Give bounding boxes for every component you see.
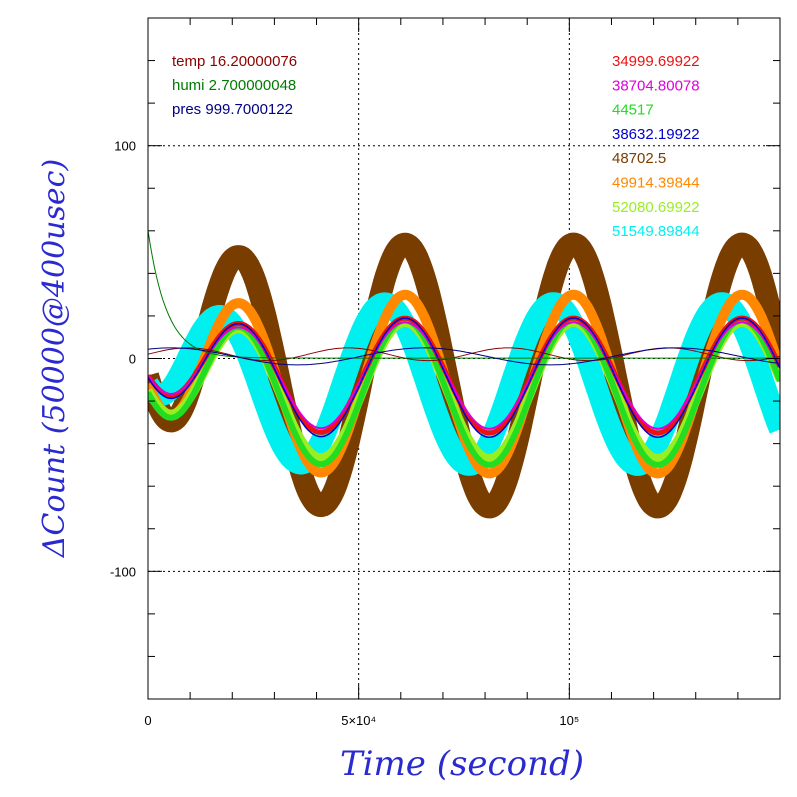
env-legend-item-0: temp 16.20000076 (172, 53, 297, 70)
series-layer (148, 232, 780, 519)
x-axis-title: Time (second) (340, 744, 584, 784)
series-legend-item-1: 38704.80078 (612, 77, 700, 94)
x-tick-label-1: 5×10⁴ (341, 713, 376, 728)
env-legend-item-2: pres 999.7000122 (172, 101, 293, 118)
series-legend-item-5: 49914.39844 (612, 175, 700, 192)
series-legend-item-2: 44517 (612, 102, 654, 119)
y-tick-label-0: 100 (114, 139, 136, 154)
y-tick-label-1: 0 (129, 352, 136, 367)
series-legend-item-7: 51549.89844 (612, 223, 700, 240)
series-legend-item-3: 38632.19922 (612, 126, 700, 143)
x-tick-label-2: 10⁵ (559, 713, 579, 728)
series-legend: 34999.69922 38704.80078 44517 38632.19922 48… (612, 53, 700, 240)
series-line-2 (148, 317, 780, 468)
env-legend-item-1: humi 2.700000048 (172, 77, 296, 94)
series-line-7 (148, 292, 780, 476)
x-tick-label-0: 0 (144, 713, 151, 728)
series-legend-item-6: 52080.69922 (612, 199, 700, 216)
series-legend-item-4: 48702.5 (612, 150, 666, 167)
y-tick-label-2: -100 (110, 564, 136, 579)
series-line-3 (148, 317, 780, 438)
minor-ticks (147, 18, 781, 699)
series-line-1 (148, 321, 780, 430)
env-legend: temp 16.20000076 humi 2.700000048 pres 999… (172, 53, 297, 118)
series-legend-item-0: 34999.69922 (612, 53, 700, 70)
environment-curves (148, 230, 780, 366)
y-axis-title: ΔCount (50000@400usec) (37, 159, 72, 558)
env-line-2 (148, 347, 780, 366)
tick-labels: 0 5×10⁴ 10⁵ 100 0 -100 (110, 139, 579, 728)
env-line-1 (148, 230, 780, 359)
